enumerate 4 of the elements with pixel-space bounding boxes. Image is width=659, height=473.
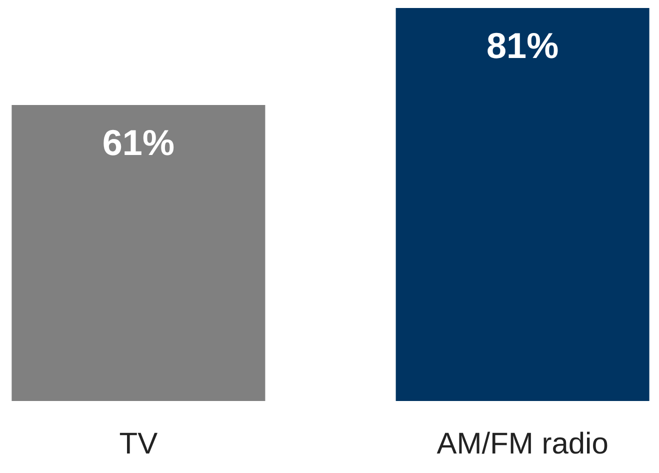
x-tick-label: AM/FM radio bbox=[436, 428, 608, 460]
data-label: 61% bbox=[102, 122, 174, 164]
x-tick-label: TV bbox=[119, 428, 158, 460]
data-label: 81% bbox=[486, 25, 559, 66]
